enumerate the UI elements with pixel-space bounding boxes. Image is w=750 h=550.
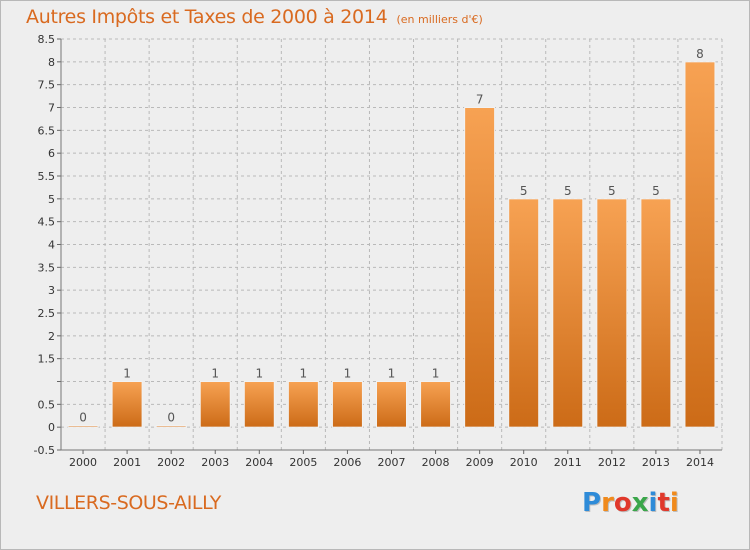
bar-2003 [199,381,231,428]
bar-2001 [111,381,143,428]
x-tick-label-2001: 2001 [113,456,141,469]
logo-letter: t [657,488,670,518]
x-tick-label-2008: 2008 [422,456,450,469]
bar-2007 [376,381,407,428]
bar-2005 [287,381,319,428]
y-tick-label: 1.5 [38,353,56,366]
bar-2008 [420,381,452,428]
y-tick-label: -0.5 [34,444,55,457]
x-tick-label-2014: 2014 [686,456,714,469]
bar-2004 [243,381,275,428]
x-tick-label-2010: 2010 [510,456,538,469]
logo-letter: P [582,488,602,518]
logo-letter: x [631,488,649,518]
x-tick-label-2013: 2013 [642,456,670,469]
value-label-2006: 1 [344,367,352,381]
logo-letter: r [601,488,614,518]
y-tick-label: 0.5 [38,398,56,411]
bar-2010 [508,198,540,428]
y-tick-label: 5 [48,193,55,206]
logo-letter: i [648,488,658,518]
y-tick-label: 2 [48,330,55,343]
y-tick-label: 6 [48,147,55,160]
x-tick-label-2000: 2000 [69,456,97,469]
bar-2014 [684,61,716,428]
x-tick-label-2003: 2003 [201,456,229,469]
bar-2006 [331,381,363,428]
value-label-2007: 1 [388,367,396,381]
value-label-2011: 5 [564,184,572,198]
bar-2009 [464,107,496,428]
x-tick-label-2002: 2002 [157,456,185,469]
bar-2011 [552,198,584,428]
y-tick-label: 8.5 [38,33,56,46]
y-tick-label: 0 [48,421,55,434]
y-tick-label: 4.5 [38,216,56,229]
x-tick-label-2009: 2009 [466,456,494,469]
value-label-2001: 1 [123,367,131,381]
title-block: Autres Impôts et Taxes de 2000 à 2014 (e… [26,6,483,28]
y-tick-label: 4 [48,239,55,252]
logo-letter: i [669,488,679,518]
bar-2002 [155,425,187,428]
value-label-2008: 1 [432,367,440,381]
y-tick-label: 2.5 [38,307,56,320]
value-label-2004: 1 [255,367,263,381]
y-tick-label: 5.5 [38,170,56,183]
bar-2000 [67,425,99,428]
value-label-2012: 5 [608,184,616,198]
value-label-2009: 7 [476,93,484,107]
chart-unit: (en milliers d'€) [396,13,483,26]
x-tick-label-2012: 2012 [598,456,626,469]
x-tick-label-2007: 2007 [378,456,406,469]
chart-title: Autres Impôts et Taxes de 2000 à 2014 [26,6,388,28]
x-tick-label-2006: 2006 [333,456,361,469]
value-label-2002: 0 [167,411,175,425]
x-tick-label-2011: 2011 [554,456,582,469]
value-label-2005: 1 [300,367,308,381]
x-tick-label-2005: 2005 [289,456,317,469]
value-label-2010: 5 [520,184,528,198]
y-tick-label: 7.5 [38,79,56,92]
proxiti-logo[interactable]: Proxiti [582,488,679,518]
bar-2012 [596,198,628,428]
value-label-2013: 5 [652,184,660,198]
y-tick-label: 8 [48,56,55,69]
logo-letter: o [613,488,632,518]
y-tick-label: 3.5 [38,261,56,274]
commune-name: VILLERS-SOUS-AILLY [36,492,221,514]
x-tick-label-2004: 2004 [245,456,273,469]
bar-2013 [640,198,672,428]
y-tick-label: 3 [48,284,55,297]
y-tick-label: 7 [48,102,55,115]
value-label-2000: 0 [79,411,87,425]
y-tick-label: 6.5 [38,124,56,137]
value-label-2014: 8 [696,47,704,61]
value-label-2003: 1 [211,367,219,381]
